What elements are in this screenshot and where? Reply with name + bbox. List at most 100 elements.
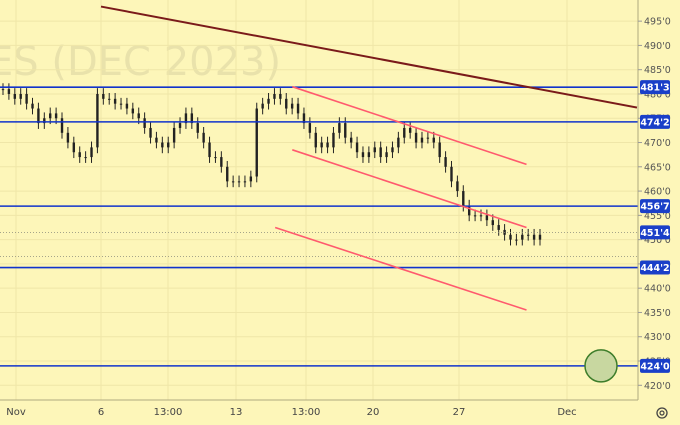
level-badge-bg bbox=[640, 114, 670, 129]
candle-body bbox=[78, 152, 81, 158]
candle-body bbox=[155, 137, 158, 143]
last-price-badge: 451'4 bbox=[640, 228, 670, 239]
x-tick-label: 13:00 bbox=[154, 407, 183, 418]
candle-body bbox=[31, 103, 34, 109]
candle-body bbox=[261, 103, 264, 109]
candle-body bbox=[7, 89, 11, 94]
candle-body bbox=[532, 234, 536, 240]
channel-line bbox=[274, 226, 527, 311]
y-tick-label: 450'0 bbox=[644, 235, 671, 246]
candle-body bbox=[220, 157, 223, 167]
grid bbox=[0, 0, 638, 400]
candle-body bbox=[491, 220, 494, 226]
candle-body bbox=[385, 152, 388, 158]
candle-body bbox=[290, 103, 294, 109]
candle-body bbox=[119, 103, 123, 105]
y-tick-label: 440'0 bbox=[644, 284, 671, 295]
y-tick-label: 490'0 bbox=[644, 41, 671, 52]
candle-body bbox=[444, 157, 447, 167]
candle-body bbox=[208, 142, 211, 158]
candle-body bbox=[414, 132, 418, 143]
candle-body bbox=[90, 147, 93, 158]
candle-body bbox=[349, 137, 353, 143]
candle-body bbox=[161, 142, 164, 148]
candle-body bbox=[355, 142, 359, 153]
candle-body bbox=[391, 147, 394, 153]
candle-body bbox=[167, 142, 170, 148]
candle-body bbox=[467, 205, 471, 216]
candle-body bbox=[255, 108, 258, 177]
candle-body bbox=[267, 98, 270, 104]
candle-body bbox=[314, 132, 317, 148]
candle-body bbox=[108, 98, 111, 100]
candle-body bbox=[344, 123, 347, 138]
x-tick-label: 13 bbox=[230, 407, 243, 418]
x-tick-label: 27 bbox=[453, 407, 466, 418]
level-badge: 444'2 bbox=[640, 263, 669, 274]
candle-body bbox=[367, 152, 371, 158]
candle-body bbox=[361, 152, 365, 158]
candle-body bbox=[473, 215, 477, 217]
x-tick-label: 6 bbox=[98, 407, 104, 418]
candle-body bbox=[450, 166, 453, 182]
candle-body bbox=[125, 103, 129, 109]
candle-body bbox=[72, 142, 76, 153]
target-marker bbox=[584, 349, 618, 383]
candle-body bbox=[456, 181, 459, 192]
candle-body bbox=[526, 234, 530, 236]
candle-body bbox=[296, 103, 300, 114]
y-tick-label: 495'0 bbox=[644, 17, 671, 28]
candle-body bbox=[226, 166, 229, 182]
candle-body bbox=[184, 113, 188, 124]
channel-line bbox=[292, 149, 527, 229]
candle-body bbox=[196, 123, 199, 133]
candle-body bbox=[172, 127, 176, 143]
candle-body bbox=[403, 127, 406, 138]
candle-body bbox=[485, 215, 489, 221]
candle-body bbox=[190, 113, 194, 124]
level-badge: 474'2 bbox=[640, 117, 669, 128]
candle-body bbox=[249, 176, 253, 182]
candle-body bbox=[509, 234, 512, 240]
downtrend-line bbox=[100, 5, 638, 109]
candle-body bbox=[373, 147, 376, 153]
channel-line bbox=[292, 85, 527, 166]
candle-body bbox=[462, 191, 465, 206]
candle-body bbox=[43, 118, 46, 124]
candle-body bbox=[131, 108, 135, 114]
candle-body bbox=[178, 123, 182, 128]
candle-body bbox=[37, 108, 40, 124]
y-tick-label: 480'0 bbox=[644, 89, 671, 100]
candles bbox=[1, 83, 542, 246]
candle-body bbox=[49, 113, 52, 119]
candle-body bbox=[84, 157, 87, 159]
candle-body bbox=[137, 113, 140, 119]
y-tick-label: 485'0 bbox=[644, 65, 671, 76]
y-tick-label: 435'0 bbox=[644, 308, 671, 319]
candle-body bbox=[408, 127, 412, 133]
candle-body bbox=[320, 142, 323, 148]
candle-body bbox=[231, 181, 235, 183]
candle-body bbox=[521, 234, 524, 240]
time-axis[interactable]: Nov 6 13:00 13 13:00 20 27 Dec bbox=[6, 407, 576, 418]
candle-body bbox=[237, 181, 241, 183]
settings-icon[interactable] bbox=[656, 407, 668, 419]
level-badge-bg bbox=[640, 358, 670, 373]
level-badge: 481'3 bbox=[640, 83, 669, 94]
x-tick-label: 20 bbox=[367, 407, 380, 418]
candle-body bbox=[308, 123, 312, 133]
candle-body bbox=[426, 137, 430, 139]
candle-body bbox=[379, 147, 382, 158]
candle-body bbox=[438, 142, 441, 158]
candle-body bbox=[538, 234, 542, 240]
candle-body bbox=[279, 93, 282, 99]
level-badge: 424'0 bbox=[640, 361, 670, 372]
level-badge: 456'7 bbox=[640, 202, 669, 213]
candle-body bbox=[143, 118, 146, 128]
candle-body bbox=[202, 132, 205, 143]
level-badge-bg bbox=[640, 199, 670, 214]
candle-body bbox=[479, 215, 483, 217]
candle-body bbox=[19, 93, 22, 99]
candle-body bbox=[1, 89, 5, 91]
